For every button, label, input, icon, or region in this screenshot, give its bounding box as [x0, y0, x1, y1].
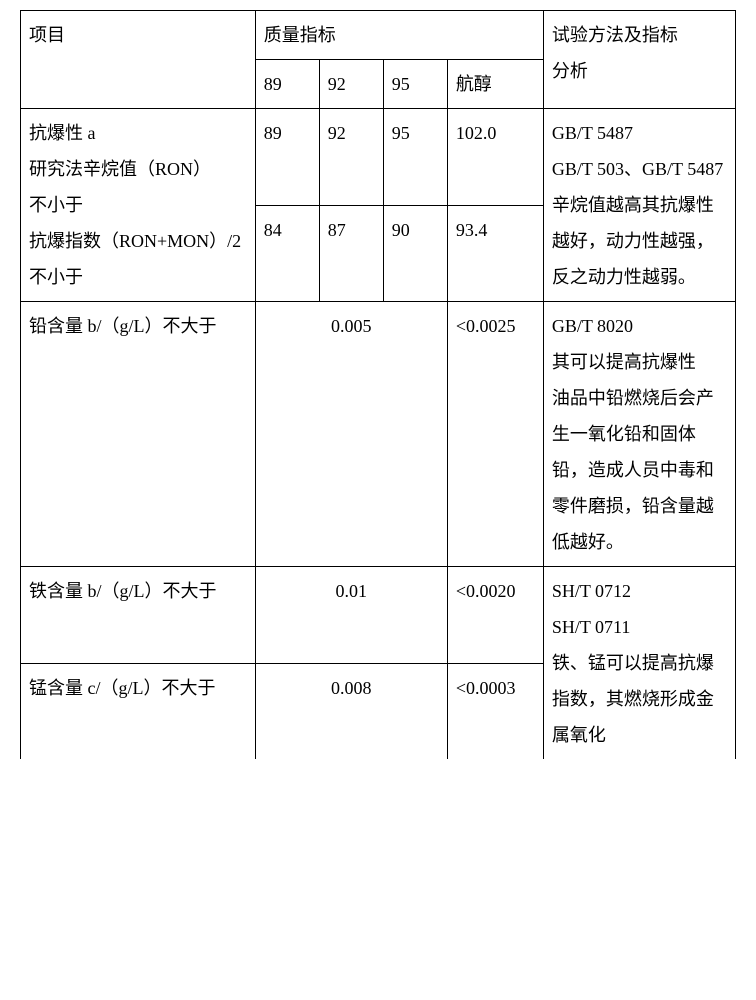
- row-fe: 铁含量 b/（g/L）不大于 0.01 <0.0020 SH/T 0712 SH…: [21, 567, 736, 664]
- header-method: 试验方法及指标 分析: [543, 11, 735, 109]
- ron-92: 92: [319, 109, 383, 206]
- mn-label: 锰含量 c/（g/L）不大于: [21, 663, 256, 759]
- knock-l3: 不小于: [29, 195, 83, 215]
- header-92: 92: [319, 60, 383, 109]
- page: 项目 质量指标 试验方法及指标 分析 89 92 95 航醇 抗爆性 a 研究法…: [0, 0, 756, 1000]
- fe-mn-method: SH/T 0712 SH/T 0711 铁、锰可以提高抗爆指数，其燃烧形成金属氧…: [543, 567, 735, 760]
- header-89: 89: [255, 60, 319, 109]
- ron-95: 95: [383, 109, 447, 206]
- spec-table: 项目 质量指标 试验方法及指标 分析 89 92 95 航醇 抗爆性 a 研究法…: [20, 10, 736, 759]
- header-item: 项目: [21, 11, 256, 109]
- fe-std: 0.01: [255, 567, 447, 664]
- knock-l4: 抗爆指数（RON+MON）/2: [29, 231, 241, 251]
- knock-method: GB/T 5487 GB/T 503、GB/T 5487 辛烷值越高其抗爆性越好…: [543, 109, 735, 302]
- mn-hc: <0.0003: [447, 663, 543, 759]
- header-row-1: 项目 质量指标 试验方法及指标 分析: [21, 11, 736, 60]
- pb-std: 0.005: [255, 302, 447, 567]
- ron-89: 89: [255, 109, 319, 206]
- aki-89: 84: [255, 205, 319, 302]
- header-quality: 质量指标: [255, 11, 543, 60]
- fe-hc: <0.0020: [447, 567, 543, 664]
- aki-95: 90: [383, 205, 447, 302]
- pb-label: 铅含量 b/（g/L）不大于: [21, 302, 256, 567]
- knock-l1: 抗爆性 a: [29, 123, 96, 143]
- ron-hc: 102.0: [447, 109, 543, 206]
- knock-l5: 不小于: [29, 267, 83, 287]
- fe-label: 铁含量 b/（g/L）不大于: [21, 567, 256, 664]
- aki-92: 87: [319, 205, 383, 302]
- header-95: 95: [383, 60, 447, 109]
- pb-hc: <0.0025: [447, 302, 543, 567]
- header-hc: 航醇: [447, 60, 543, 109]
- knock-l2: 研究法辛烷值（RON）: [29, 159, 211, 179]
- row-knock-1: 抗爆性 a 研究法辛烷值（RON） 不小于 抗爆指数（RON+MON）/2 不小…: [21, 109, 736, 206]
- mn-std: 0.008: [255, 663, 447, 759]
- aki-hc: 93.4: [447, 205, 543, 302]
- header-method-l2: 分析: [552, 61, 588, 81]
- knock-label: 抗爆性 a 研究法辛烷值（RON） 不小于 抗爆指数（RON+MON）/2 不小…: [21, 109, 256, 302]
- header-method-l1: 试验方法及指标: [552, 25, 678, 45]
- pb-method: GB/T 8020 其可以提高抗爆性 油品中铅燃烧后会产生一氧化铅和固体铅，造成…: [543, 302, 735, 567]
- row-pb: 铅含量 b/（g/L）不大于 0.005 <0.0025 GB/T 8020 其…: [21, 302, 736, 567]
